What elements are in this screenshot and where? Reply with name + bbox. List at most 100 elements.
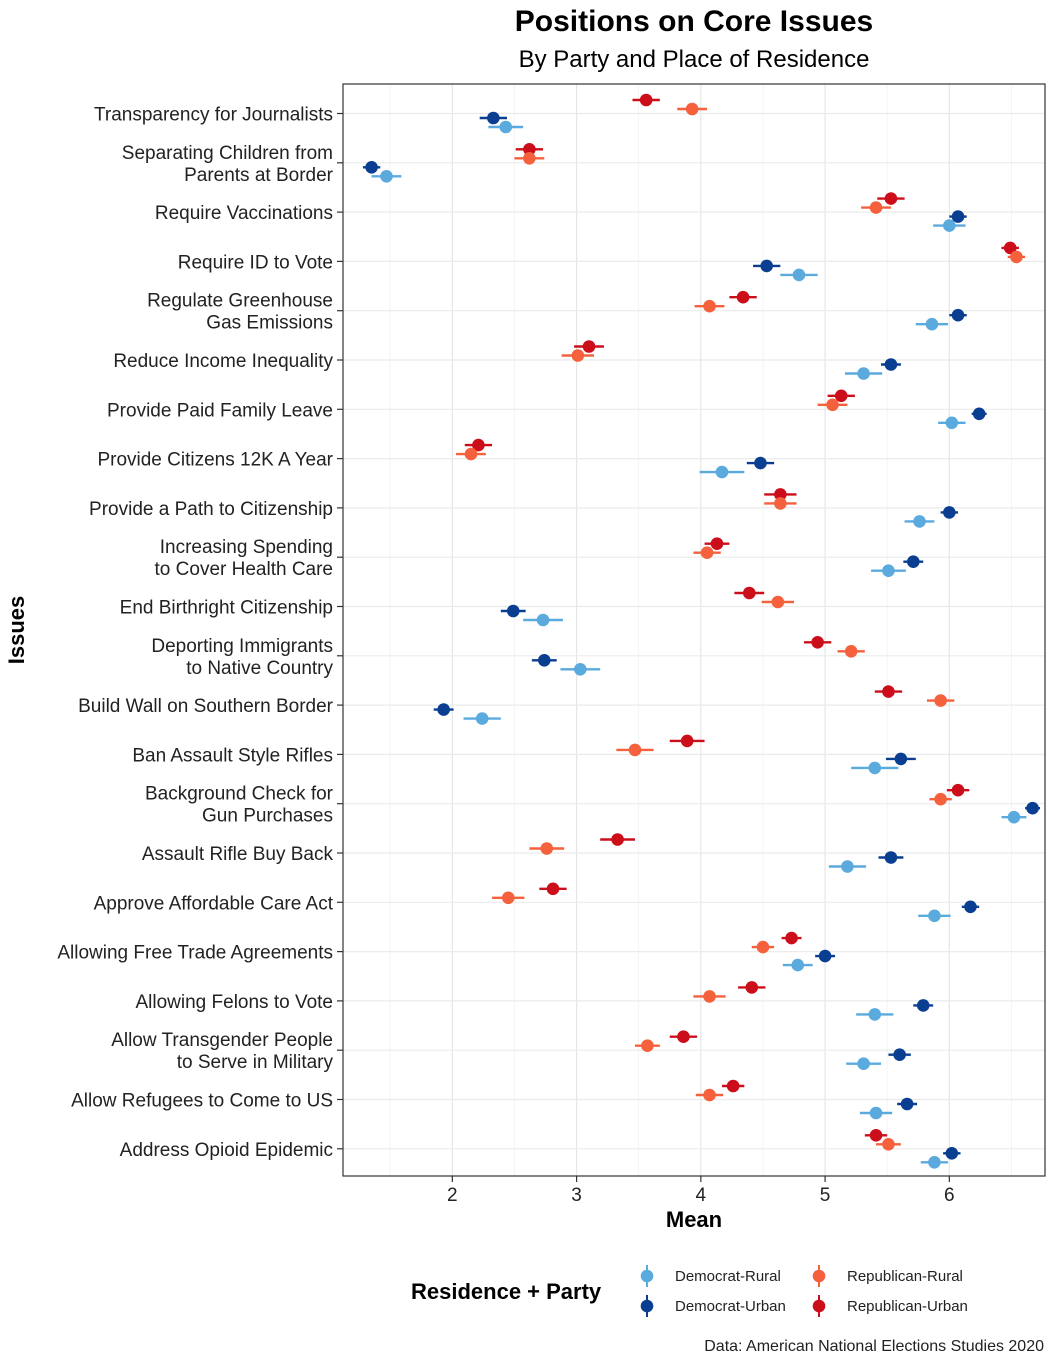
data-point bbox=[951, 210, 965, 223]
data-point bbox=[857, 1057, 870, 1070]
data-point bbox=[834, 389, 848, 403]
data-point bbox=[380, 170, 393, 183]
data-point bbox=[925, 317, 939, 331]
data-point bbox=[893, 1048, 906, 1061]
data-point bbox=[826, 398, 839, 412]
data-point bbox=[365, 161, 378, 174]
data-point bbox=[1007, 810, 1021, 824]
data-point bbox=[680, 734, 694, 748]
category-label: Reduce Income Inequality bbox=[113, 351, 333, 372]
data-point bbox=[756, 940, 770, 954]
data-point bbox=[546, 882, 560, 896]
data-point bbox=[844, 645, 858, 658]
chart-title: Positions on Core Issues bbox=[515, 5, 873, 38]
data-point bbox=[754, 456, 767, 470]
data-point bbox=[792, 268, 806, 282]
legend-title: Residence + Party bbox=[411, 1279, 602, 1304]
data-point bbox=[869, 201, 883, 214]
data-point bbox=[868, 761, 882, 775]
category-label: Increasing Spending to Cover Health Care bbox=[155, 537, 333, 580]
chart-subtitle: By Party and Place of Residence bbox=[519, 46, 870, 73]
y-axis-title: Issues bbox=[4, 596, 29, 665]
data-point bbox=[726, 1079, 740, 1093]
data-point bbox=[464, 447, 478, 461]
data-point bbox=[523, 152, 536, 165]
category-label: Allowing Free Trade Agreements bbox=[57, 943, 333, 964]
data-point bbox=[964, 900, 977, 914]
data-point bbox=[582, 340, 596, 353]
x-axis-title: Mean bbox=[666, 1207, 722, 1232]
category-label: Approve Affordable Care Act bbox=[94, 893, 334, 914]
data-point bbox=[884, 192, 898, 205]
data-point bbox=[700, 546, 714, 559]
data-point bbox=[868, 1008, 882, 1021]
data-point bbox=[1003, 241, 1017, 255]
data-point bbox=[540, 842, 554, 855]
legend-key-point bbox=[640, 1299, 654, 1313]
data-point bbox=[934, 694, 947, 707]
data-point bbox=[894, 752, 908, 766]
data-point bbox=[913, 515, 926, 528]
legend-key-point bbox=[640, 1269, 654, 1283]
x-tick-label: 6 bbox=[944, 1185, 955, 1206]
data-point bbox=[882, 685, 895, 698]
x-axis-ticks: 2 3 4 5 6 bbox=[447, 1176, 955, 1206]
data-point bbox=[841, 860, 854, 873]
data-point bbox=[472, 438, 485, 452]
data-point bbox=[774, 497, 787, 510]
data-point bbox=[900, 1097, 914, 1111]
data-point bbox=[906, 555, 920, 568]
data-point bbox=[506, 604, 520, 618]
legend-items: Democrat-Rural Republican-Rural Democrat-U… bbox=[640, 1265, 968, 1317]
data-point bbox=[437, 703, 450, 716]
category-label: Separating Children from Parents at Borde… bbox=[122, 143, 334, 186]
data-point bbox=[811, 636, 824, 649]
data-point bbox=[641, 1039, 654, 1052]
data-point bbox=[703, 1088, 716, 1102]
category-label: Provide Citizens 12K A Year bbox=[97, 450, 333, 471]
category-label: Allowing Felons to Vote bbox=[135, 992, 333, 1013]
plot-border bbox=[342, 83, 1046, 1177]
data-point bbox=[972, 407, 986, 421]
data-point bbox=[945, 416, 959, 430]
data-point bbox=[951, 308, 965, 322]
category-label: Require ID to Vote bbox=[178, 252, 333, 273]
category-label: End Birthright Citizenship bbox=[120, 598, 333, 619]
data-point bbox=[785, 931, 798, 945]
legend-label: Republican-Urban bbox=[847, 1298, 968, 1315]
data-point bbox=[943, 219, 956, 232]
data-point bbox=[536, 613, 550, 627]
data-point bbox=[869, 1106, 883, 1120]
data-point bbox=[1026, 801, 1039, 815]
data-point bbox=[571, 349, 585, 362]
data-point bbox=[934, 792, 947, 806]
data-point bbox=[760, 259, 773, 273]
data-point bbox=[501, 891, 515, 905]
category-label: Transparency for Journalists bbox=[94, 105, 333, 126]
data-point bbox=[771, 595, 785, 609]
data-point bbox=[499, 120, 513, 134]
data-point bbox=[611, 833, 624, 846]
data-point bbox=[745, 981, 759, 994]
legend-label: Democrat-Urban bbox=[675, 1298, 786, 1315]
data-point bbox=[945, 1147, 959, 1160]
data-point bbox=[710, 537, 724, 550]
x-tick-label: 3 bbox=[571, 1185, 582, 1206]
category-label: Assault Rifle Buy Back bbox=[142, 844, 334, 865]
category-label: Address Opioid Epidemic bbox=[120, 1140, 333, 1161]
category-labels: Transparency for Journalists Separating C… bbox=[57, 105, 343, 1161]
data-point bbox=[884, 358, 898, 371]
data-point bbox=[791, 958, 805, 972]
category-label: Provide a Path to Citizenship bbox=[89, 499, 333, 520]
legend-label: Republican-Rural bbox=[847, 1268, 963, 1285]
x-tick-label: 5 bbox=[820, 1185, 831, 1206]
data-point bbox=[574, 663, 587, 676]
category-label: Allow Transgender People to Serve in Mili… bbox=[111, 1030, 333, 1073]
data-point bbox=[487, 111, 500, 125]
data-point bbox=[916, 999, 930, 1012]
data-point bbox=[537, 654, 551, 667]
data-point bbox=[685, 102, 699, 116]
data-point bbox=[928, 909, 941, 923]
data-point bbox=[869, 1129, 883, 1142]
